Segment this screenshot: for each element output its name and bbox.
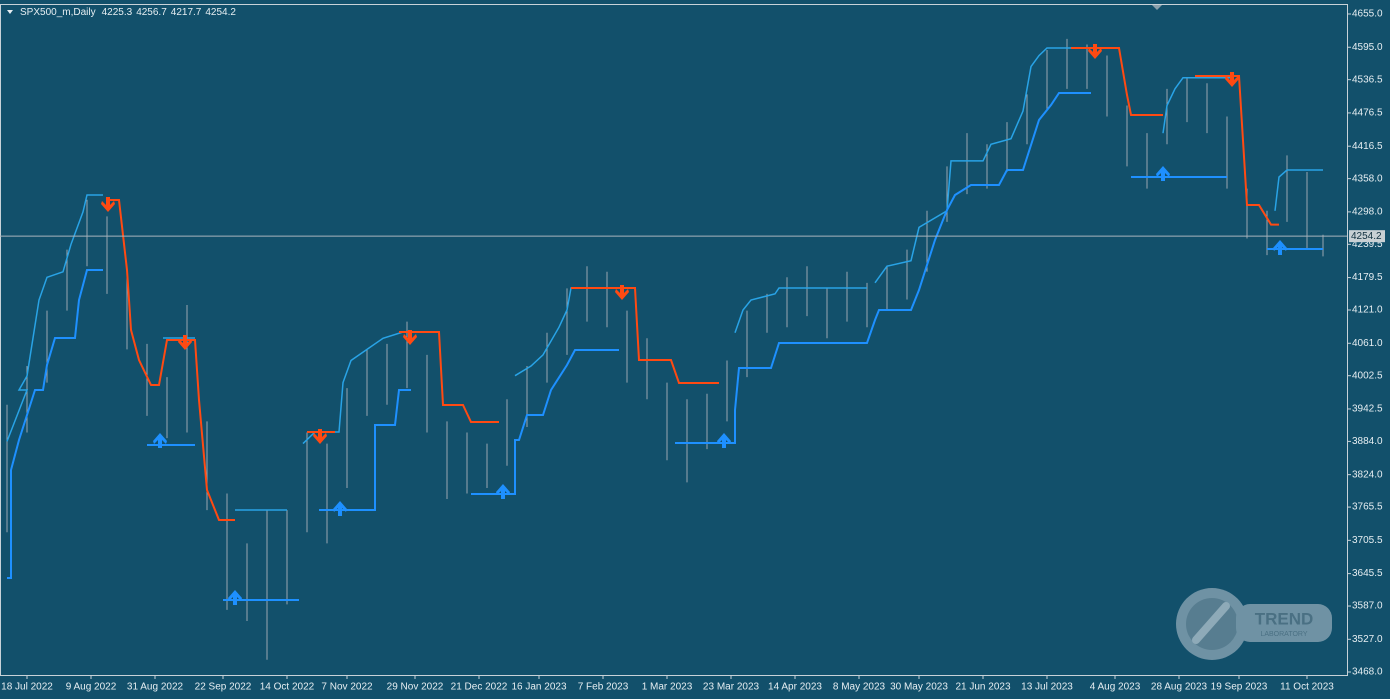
sell-arrow [313, 429, 327, 445]
y-tick-label: 3705.5 [1352, 535, 1383, 546]
y-tick-label: 4358.0 [1352, 173, 1383, 184]
close: 4254.2 [205, 7, 236, 18]
y-tick-label: 4655.0 [1352, 9, 1383, 20]
x-tick-label: 4 Aug 2023 [1090, 682, 1141, 693]
y-tick-label: 3587.0 [1352, 601, 1383, 612]
plot-frame [0, 4, 1348, 676]
y-tick-label: 4002.5 [1352, 370, 1383, 381]
y-tick-label: 4416.5 [1352, 141, 1383, 152]
x-tick-label: 1 Mar 2023 [642, 682, 693, 693]
menu-triangle [7, 10, 13, 14]
buy-arrow [333, 501, 347, 517]
sell-arrow [1088, 44, 1102, 60]
sell-arrow [178, 334, 192, 350]
y-tick-label: 3645.5 [1352, 568, 1383, 579]
header: SPX500_m,Daily 4225.3 4256.7 4217.7 4254.2 [20, 7, 236, 18]
x-tick-label: 16 Jan 2023 [511, 682, 566, 693]
x-tick-label: 9 Aug 2022 [66, 682, 117, 693]
y-tick-label: 4476.5 [1352, 108, 1383, 119]
y-tick-label: 3468.0 [1352, 667, 1383, 678]
x-tick-label: 21 Jun 2023 [955, 682, 1010, 693]
y-tick-label: 3527.0 [1352, 634, 1383, 645]
indicator-line [6, 47, 1323, 511]
logo-title: TREND [1255, 609, 1314, 628]
high: 4256.7 [136, 7, 167, 18]
buy-arrow [1156, 165, 1170, 181]
logo-mark [1192, 602, 1230, 644]
price-label-box [1349, 230, 1385, 243]
price-label: 4254.2 [1351, 231, 1382, 242]
y-tick-label: 4298.0 [1352, 207, 1383, 218]
x-tick-label: 22 Sep 2022 [195, 682, 252, 693]
x-tick-label: 23 Mar 2023 [703, 682, 760, 693]
x-tick-label: 28 Aug 2023 [1151, 682, 1208, 693]
symbol: SPX500_m,Daily [20, 7, 96, 18]
logo-subtitle: LABORATORY [1260, 631, 1307, 638]
sell-arrow [1225, 71, 1239, 87]
sell-arrow [615, 284, 629, 300]
buy-arrow [153, 433, 167, 449]
x-tick-label: 8 May 2023 [833, 682, 886, 693]
buy-arrow [496, 484, 510, 500]
x-tick-label: 13 Jul 2023 [1021, 682, 1073, 693]
x-tick-label: 14 Oct 2022 [260, 682, 315, 693]
y-tick-label: 3942.5 [1352, 404, 1383, 415]
sell-arrow [403, 330, 417, 346]
x-tick-label: 7 Feb 2023 [578, 682, 629, 693]
y-tick-label: 4595.0 [1352, 42, 1383, 53]
y-tick-label: 3824.0 [1352, 469, 1383, 480]
x-tick-label: 18 Jul 2022 [1, 682, 53, 693]
x-tick-label: 21 Dec 2022 [451, 682, 508, 693]
shift-marker [1152, 5, 1162, 10]
x-tick-label: 19 Sep 2023 [1211, 682, 1268, 693]
y-tick-label: 3884.0 [1352, 436, 1383, 447]
x-tick-label: 7 Nov 2022 [321, 682, 373, 693]
low: 4217.7 [171, 7, 202, 18]
logo: TREND LABORATORY [1176, 588, 1332, 660]
y-tick-label: 4061.0 [1352, 338, 1383, 349]
buy-arrow [717, 433, 731, 449]
x-tick-label: 29 Nov 2022 [387, 682, 444, 693]
y-tick-label: 4536.5 [1352, 74, 1383, 85]
logo-plate [1236, 604, 1332, 642]
buy-arrow [228, 590, 242, 606]
x-tick-label: 31 Aug 2022 [127, 682, 184, 693]
x-tick-label: 30 May 2023 [890, 682, 948, 693]
open: 4225.3 [102, 7, 133, 18]
y-tick-label: 4121.0 [1352, 305, 1383, 316]
indicator-line [7, 92, 1323, 601]
y-tick-label: 4179.5 [1352, 272, 1383, 283]
x-tick-label: 11 Oct 2023 [1280, 682, 1334, 693]
sell-arrow [101, 197, 115, 213]
buy-arrow [1273, 239, 1287, 255]
x-tick-label: 14 Apr 2023 [768, 682, 822, 693]
y-tick-label: 4239.5 [1352, 239, 1383, 250]
y-tick-label: 3765.5 [1352, 502, 1383, 513]
